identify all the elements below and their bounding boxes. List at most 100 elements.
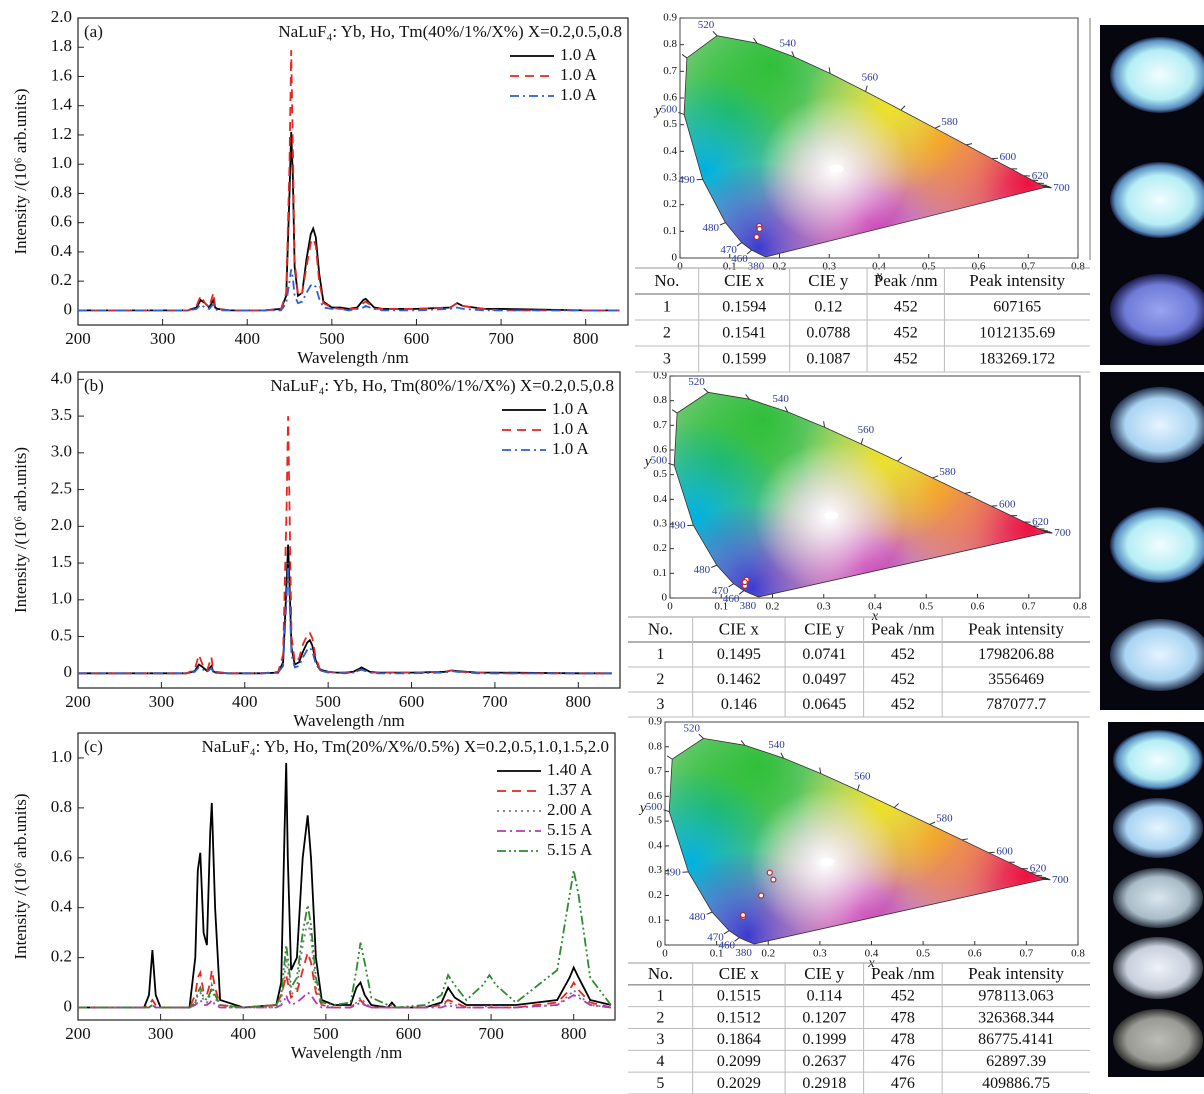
y-tick-label: 1.0 (51, 747, 72, 766)
x-tick-label: 0.3 (822, 261, 836, 273)
x-tick-label: 0.8 (1073, 601, 1087, 613)
y-tick-label: 0.8 (653, 394, 667, 406)
x-axis-label: Wavelength /nm (297, 348, 408, 367)
table-cell: 0.1515 (717, 987, 761, 1004)
locus-tick (819, 767, 822, 774)
y-tick-label: 0 (64, 299, 73, 318)
photo-glow (1113, 937, 1203, 999)
table-header: Peak /nm (871, 619, 935, 638)
table-cell: 452 (891, 696, 915, 713)
table-cell: 452 (891, 646, 915, 663)
y-tick-label: 0.2 (663, 198, 677, 210)
wavelength-label: 540 (768, 739, 785, 751)
legend-label: 1.37 A (547, 780, 593, 799)
locus-tick (671, 409, 678, 414)
y-tick-label: 0.4 (648, 839, 662, 851)
locus-tick (964, 491, 971, 494)
table-cell: 0.2918 (802, 1075, 846, 1092)
locus-tick (738, 590, 745, 595)
table-header: CIE x (719, 964, 760, 983)
wavelength-label: 560 (862, 71, 879, 83)
table-header: CIE y (804, 619, 845, 638)
x-axis-label: Wavelength /nm (291, 1043, 402, 1062)
table-cell: 409886.75 (982, 1075, 1050, 1092)
table-cell: 452 (894, 299, 918, 316)
panel-title: NaLuF₄: Yb, Ho, Tm(20%/X%/0.5%) X=0.2,0.… (202, 737, 609, 756)
wavelength-label: 600 (996, 845, 1013, 857)
x-tick-label: 0 (677, 261, 683, 273)
y-tick-label: 0.1 (663, 225, 677, 237)
x-tick-label: 0.2 (761, 948, 775, 960)
y-tick-label: 1.6 (51, 65, 72, 84)
white-point (829, 164, 844, 173)
x-tick-label: 0.8 (1071, 948, 1085, 960)
wavelength-label: 620 (1032, 516, 1049, 528)
x-axis-label: x (867, 956, 875, 971)
table-cell: 452 (894, 325, 918, 342)
x-tick-label: 600 (396, 1024, 422, 1043)
wavelength-label: 600 (999, 499, 1016, 511)
wavelength-label: 700 (1054, 527, 1071, 539)
wavelength-label: 560 (854, 770, 871, 782)
table-header: No. (648, 964, 673, 983)
locus-tick (1045, 186, 1052, 189)
y-tick-label: 0 (657, 939, 663, 951)
x-tick-label: 500 (313, 1024, 339, 1043)
wavelength-label: 470 (707, 932, 724, 944)
table-cell: 183269.172 (979, 351, 1055, 368)
y-tick-label: 0.1 (648, 914, 662, 926)
y-tick-label: 0.4 (51, 897, 73, 916)
y-tick-label: 0.4 (663, 145, 677, 157)
cie-point (739, 911, 747, 919)
table-cell: 452 (891, 987, 915, 1004)
x-tick-label: 0.2 (766, 601, 780, 613)
y-axis-label: y (643, 455, 652, 470)
locus-tick (663, 809, 670, 813)
locus-tick (745, 394, 750, 400)
y-tick-label: 0.6 (51, 847, 72, 866)
series-line (78, 416, 612, 675)
x-tick-label: 400 (230, 1024, 256, 1043)
photo-glow (1110, 507, 1204, 583)
x-tick-label: 0.6 (971, 601, 985, 613)
photo-glow (1110, 387, 1204, 463)
photo-glow (1110, 619, 1204, 691)
panel-label: (b) (84, 376, 104, 395)
line-chart: 200 300 400 500 600 700 800 0 0.2 0.4 0.6 0.8 1.0 1.2… (11, 7, 629, 367)
table-header: No. (654, 271, 679, 290)
panel-title: NaLuF₄: Yb, Ho, Tm(80%/1%/X%) X=0.2,0.5,… (270, 376, 614, 395)
x-tick-label: 700 (482, 692, 508, 711)
y-tick-label: 0.6 (51, 212, 72, 231)
wavelength-label: 520 (683, 722, 700, 734)
plot-frame (77, 17, 629, 326)
wavelength-label: 500 (651, 455, 668, 467)
wavelength-label: 480 (703, 222, 720, 234)
table-cell: 0.1541 (722, 325, 766, 342)
y-tick-label: 0.5 (51, 625, 72, 644)
y-tick-label: 0.9 (648, 716, 662, 728)
table-cell: 5 (656, 1075, 664, 1092)
locus-tick (823, 421, 826, 428)
y-tick-label: 0.8 (51, 797, 72, 816)
locus-tick (698, 733, 704, 739)
data-table: No. CIE x CIE y Peak /nm Peak intensity 1 0.15… (635, 267, 1090, 373)
x-tick-label: 800 (573, 329, 599, 348)
x-tick-label: 800 (561, 1024, 587, 1043)
locus-tick (961, 838, 968, 841)
locus-tick (723, 930, 730, 935)
locus-tick (897, 456, 903, 462)
y-tick-label: 1.5 (51, 552, 72, 571)
photos (1100, 25, 1204, 1077)
wavelength-label: 460 (718, 940, 735, 952)
x-tick-label: 0.7 (1020, 948, 1034, 960)
table-header: CIE x (724, 271, 765, 290)
table-cell: 0.2637 (802, 1053, 846, 1070)
table-cell: 452 (894, 351, 918, 368)
wavelength-label: 460 (731, 253, 748, 265)
x-tick-label: 400 (232, 692, 258, 711)
wavelength-label: 520 (688, 376, 705, 388)
